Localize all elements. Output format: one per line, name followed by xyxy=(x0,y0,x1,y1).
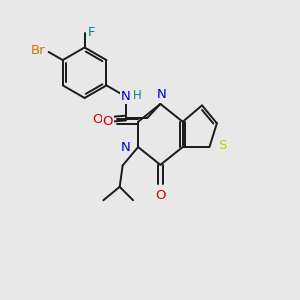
Text: F: F xyxy=(88,26,95,39)
Text: H: H xyxy=(133,89,142,102)
Text: O: O xyxy=(102,115,113,128)
Text: N: N xyxy=(121,90,131,103)
Text: S: S xyxy=(218,139,226,152)
Text: O: O xyxy=(92,113,103,126)
Text: Br: Br xyxy=(31,44,46,57)
Text: O: O xyxy=(155,189,166,202)
Text: N: N xyxy=(121,140,131,154)
Text: N: N xyxy=(157,88,167,101)
